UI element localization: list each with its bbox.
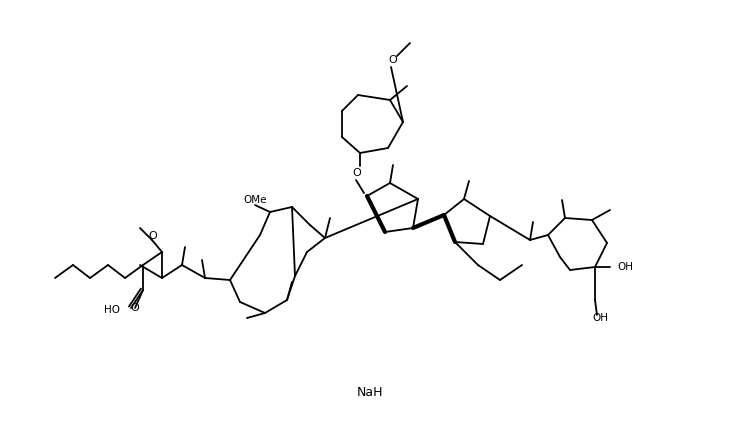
Text: OMe: OMe [243, 195, 266, 205]
Text: OH: OH [592, 313, 608, 323]
Text: O: O [149, 231, 158, 241]
Text: NaH: NaH [357, 386, 383, 400]
Text: O: O [353, 168, 361, 178]
Text: O: O [131, 303, 139, 313]
Text: HO: HO [104, 305, 120, 315]
Text: OH: OH [617, 262, 633, 272]
Text: O: O [388, 55, 397, 65]
